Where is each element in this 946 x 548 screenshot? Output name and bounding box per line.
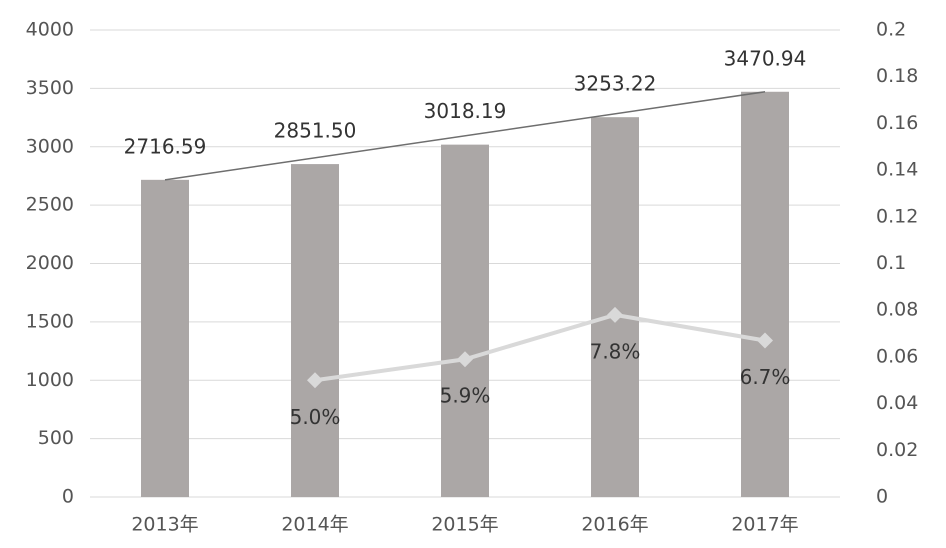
bar [741,91,789,497]
marker [307,372,323,389]
y-tick-label: 1500 [26,310,74,332]
bar-label: 3253.22 [574,72,657,96]
y-tick-label: 3500 [26,77,74,99]
y2-tick-label: 0.2 [876,19,906,41]
y2-tick-label: 0.12 [876,205,918,227]
y2-tick-label: 0.02 [876,439,918,461]
y-tick-label: 4000 [26,19,74,41]
y2-tick-label: 0 [876,486,888,508]
x-tick-label: 2016年 [581,514,648,536]
marker [607,306,623,323]
trend-line [164,91,766,181]
y-tick-label: 0 [62,486,74,508]
bar-label: 2851.50 [274,119,357,143]
y2-tick-label: 0.1 [876,252,906,274]
y2-tick-label: 0.06 [876,345,918,367]
bar-label: 3018.19 [424,99,507,123]
line-label: 5.0% [290,405,341,429]
line-label: 7.8% [590,339,641,363]
bar-label: 2716.59 [124,134,207,158]
line-label: 5.9% [440,384,491,408]
y2-tick-label: 0.16 [876,112,918,134]
y2-tick-label: 0.08 [876,299,918,321]
marker [757,332,773,349]
x-tick-label: 2014年 [281,514,348,536]
bar [441,144,489,497]
y-tick-label: 1000 [26,369,74,391]
y-tick-label: 2500 [26,194,74,216]
y-tick-label: 2000 [26,252,74,274]
x-tick-label: 2013年 [131,514,198,536]
line-label: 6.7% [740,365,791,389]
y-tick-label: 3000 [26,135,74,157]
y2-tick-label: 0.04 [876,392,918,414]
x-tick-label: 2015年 [431,514,498,536]
y-tick-label: 500 [38,427,74,449]
y2-tick-label: 0.18 [876,65,918,87]
bar [141,179,189,497]
line [314,312,766,383]
x-tick-label: 2017年 [731,514,798,536]
bar [291,164,339,497]
marker [457,351,473,368]
bar-label: 3470.94 [724,46,807,70]
y2-tick-label: 0.14 [876,159,918,181]
